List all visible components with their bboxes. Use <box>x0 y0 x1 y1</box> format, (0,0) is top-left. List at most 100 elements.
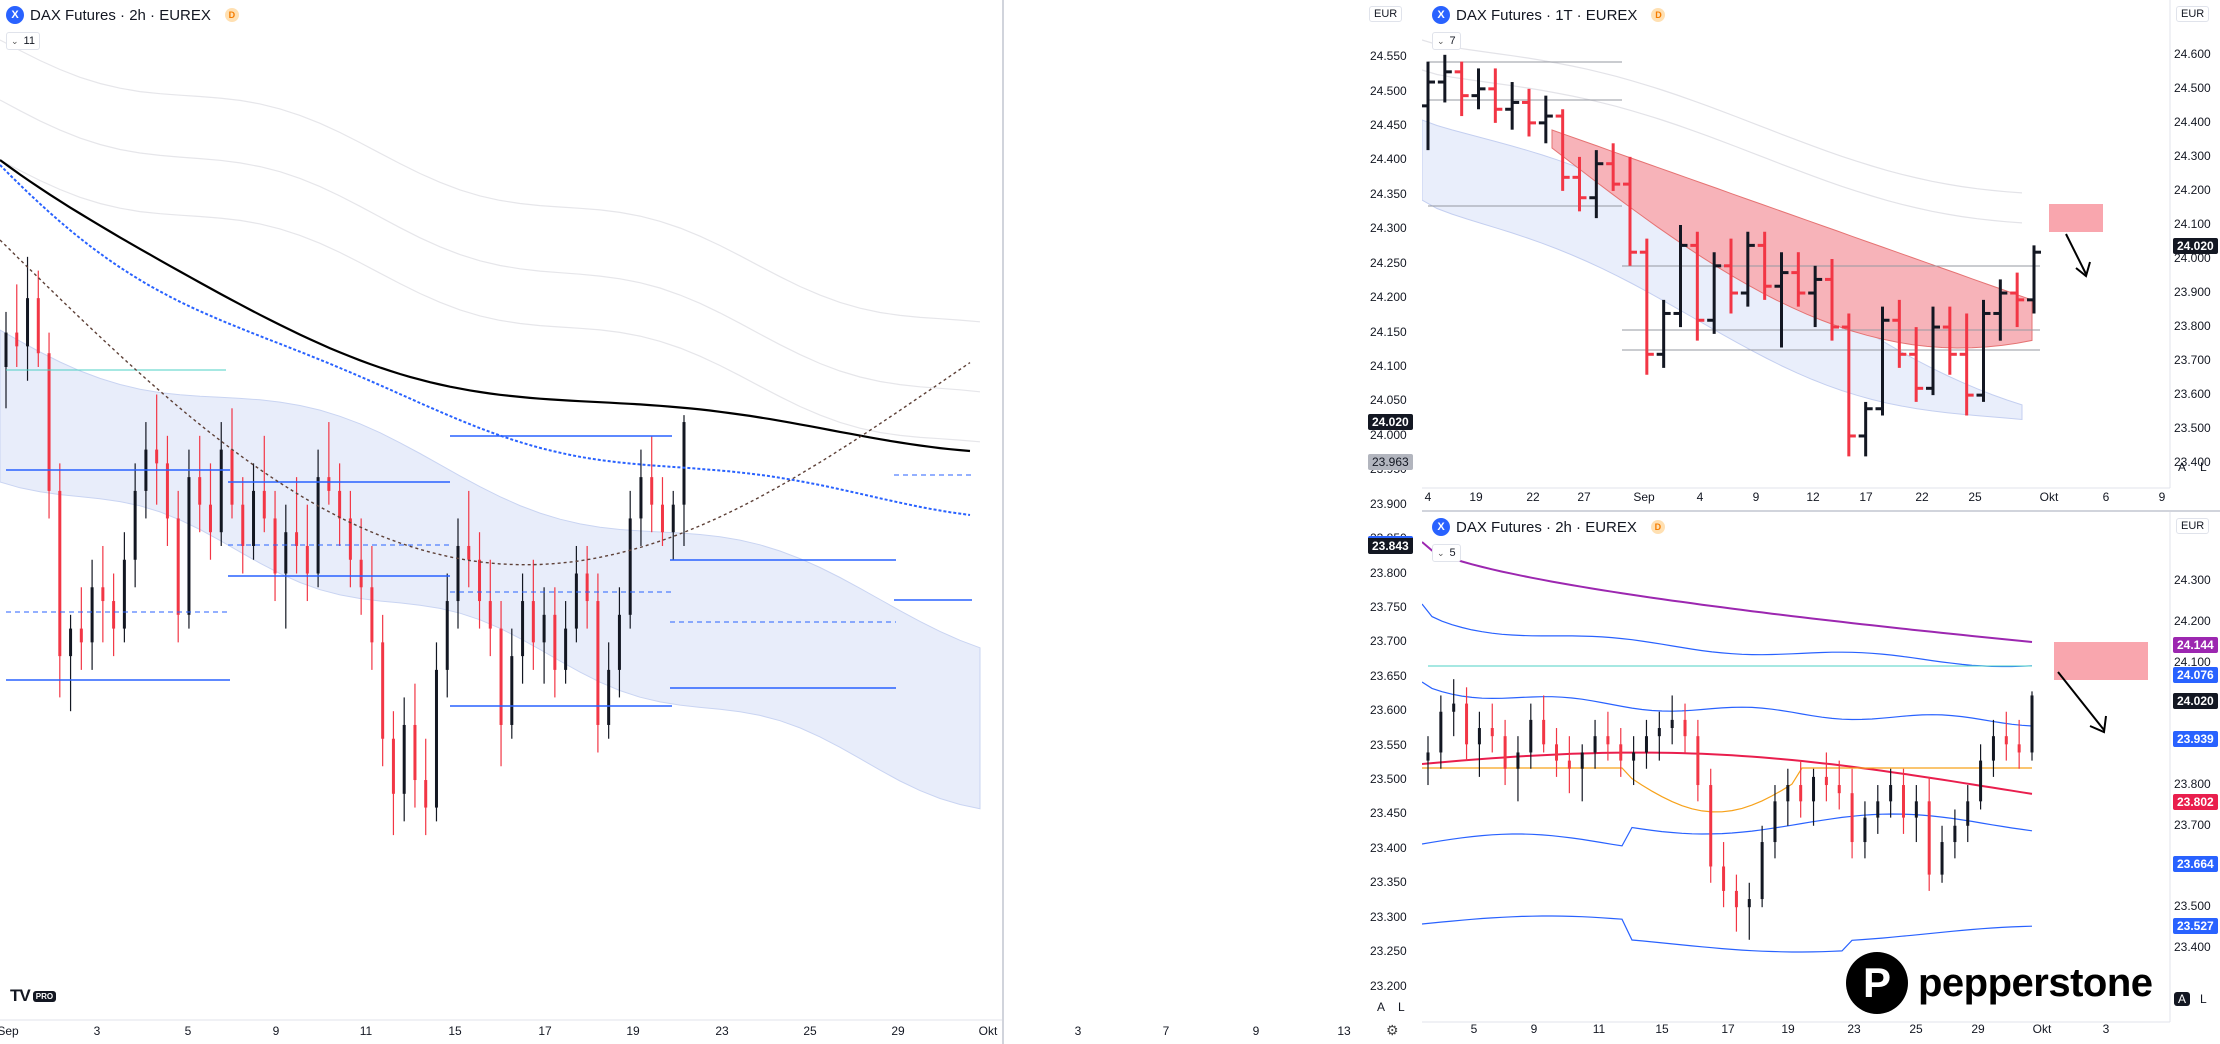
tr-x-tick-label: 9 <box>1752 490 1760 504</box>
left-candle <box>4 332 8 367</box>
left-candle <box>348 518 352 560</box>
br-x-tick-label: 9 <box>1530 1022 1538 1036</box>
br-candle <box>1529 719 1533 753</box>
br-candle <box>1555 744 1559 761</box>
left-candle <box>413 724 417 781</box>
left-candle <box>381 642 385 739</box>
br-y-tick-label: 24.200 <box>2174 614 2211 629</box>
tr-y-tick-label: 24.200 <box>2174 182 2211 197</box>
left-y-tick-label: 24.200 <box>1370 290 1407 305</box>
bottom-right-indicator-count: 5 <box>1449 547 1456 559</box>
left-currency[interactable]: EUR <box>1369 6 1403 22</box>
br-candle <box>1593 736 1597 753</box>
bottom-right-indicators-toggle[interactable]: ⌄ 5 <box>1432 544 1461 562</box>
left-auto-scale-button[interactable]: A <box>1377 1000 1386 1014</box>
tr-x-tick-label: 22 <box>1915 490 1929 504</box>
br-candle <box>1876 801 1880 818</box>
tr-red-band <box>1551 129 2033 349</box>
left-candle <box>359 559 363 588</box>
left-x-tick-label: Okt <box>978 1024 998 1038</box>
br-candle <box>1426 752 1430 761</box>
left-candle <box>79 628 83 643</box>
tv-logo-text: TV <box>10 986 31 1005</box>
br-candle <box>1683 719 1687 737</box>
left-candle <box>574 573 578 629</box>
br-x-tick-label: 25 <box>1909 1022 1923 1036</box>
left-x-tick-label: 25 <box>803 1024 817 1038</box>
br-blue-line-1 <box>1422 603 2033 668</box>
left-candle <box>187 477 191 615</box>
br-candle <box>1734 890 1738 908</box>
tr-x-tick-label: 4 <box>1424 490 1432 504</box>
bottom-right-currency[interactable]: EUR <box>2176 518 2210 534</box>
br-candle <box>1940 842 1944 875</box>
left-candle <box>122 559 126 629</box>
left-brown-dotted-ma <box>0 239 971 566</box>
left-candle <box>682 422 686 505</box>
tr-down-arrowhead <box>2075 261 2091 278</box>
tr-upper-channel-1 <box>1422 39 2023 194</box>
br-x-tick-label: 19 <box>1781 1022 1795 1036</box>
tr-x-tick-label: Okt <box>2039 490 2059 504</box>
pepperstone-mark-icon: P <box>1846 952 1908 1014</box>
bottom-right-tag-blue-3: 23.664 <box>2173 856 2218 872</box>
dividend-badge[interactable]: D <box>1650 520 1665 534</box>
left-x-tick-label: 3 <box>1074 1024 1082 1038</box>
top-right-chart-header[interactable]: X DAX Futures · 1T · EUREX D <box>1432 6 1666 24</box>
bottom-right-chart-canvas[interactable] <box>1422 512 2220 1044</box>
tr-y-tick-label: 23.400 <box>2174 455 2211 470</box>
dividend-badge[interactable]: D <box>1651 8 1666 22</box>
left-y-tick-label: 23.600 <box>1370 703 1407 718</box>
top-right-chart-canvas[interactable] <box>1422 0 2220 510</box>
left-y-tick-label: 23.300 <box>1370 909 1407 924</box>
left-candle <box>467 545 471 560</box>
left-log-scale-button[interactable]: L <box>1398 1000 1405 1014</box>
panel-divider-horizontal[interactable] <box>1422 510 2220 512</box>
dividend-badge[interactable]: D <box>224 8 239 22</box>
left-upper-channel-2 <box>0 99 981 393</box>
left-y-tick-label: 23.250 <box>1370 944 1407 959</box>
left-candle <box>208 504 212 533</box>
br-candle <box>1837 785 1841 794</box>
left-candle <box>112 601 116 629</box>
left-candle <box>424 780 428 808</box>
left-y-tick-label: 23.500 <box>1370 772 1407 787</box>
br-candle <box>1812 776 1816 802</box>
left-indicators-toggle[interactable]: ⌄ 11 <box>6 32 40 50</box>
left-candle <box>391 738 395 794</box>
bottom-right-tag-blue-4: 23.527 <box>2173 918 2218 934</box>
top-right-indicators-toggle[interactable]: ⌄ 7 <box>1432 32 1461 50</box>
left-candle <box>252 490 256 546</box>
br-candle <box>1465 703 1469 745</box>
left-y-tick-label: 23.200 <box>1370 978 1407 993</box>
left-candle <box>262 490 266 519</box>
left-chart-header[interactable]: X DAX Futures · 2h · EUREX D <box>6 6 239 24</box>
top-right-currency[interactable]: EUR <box>2176 6 2210 22</box>
br-candle <box>1567 760 1571 769</box>
left-candle <box>327 477 331 491</box>
left-chart-panel[interactable]: X DAX Futures · 2h · EUREX D ⌄ 11 EUR 24… <box>0 0 1413 1044</box>
br-candle <box>1953 825 1957 843</box>
left-black-ma <box>0 159 971 453</box>
bottom-right-chart-header[interactable]: X DAX Futures · 2h · EUREX D <box>1432 518 1665 536</box>
bottom-right-chart-panel[interactable]: X DAX Futures · 2h · EUREX D ⌄ 5 EUR 24.… <box>1422 512 2220 1044</box>
tr-x-tick-label: 19 <box>1469 490 1483 504</box>
top-right-chart-panel[interactable]: X DAX Futures · 1T · EUREX D ⌄ 7 EUR 24.… <box>1422 0 2220 510</box>
left-settings-gear-icon[interactable]: ⚙ <box>1386 1022 1399 1038</box>
br-candle <box>1580 752 1584 769</box>
left-candle <box>499 628 503 725</box>
left-candle <box>596 601 600 725</box>
bottom-right-log-scale-button[interactable]: L <box>2200 992 2207 1006</box>
top-right-log-scale-button[interactable]: L <box>2200 460 2207 474</box>
left-chart-canvas[interactable] <box>0 0 1002 1044</box>
br-orange-line <box>1422 767 2032 813</box>
panel-divider-vertical[interactable] <box>1002 0 1004 1044</box>
tr-y-tick-label: 23.700 <box>2174 353 2211 368</box>
bottom-right-auto-scale-button[interactable]: A <box>2174 992 2191 1006</box>
left-y-tick-label: 23.800 <box>1370 565 1407 580</box>
left-candle <box>628 518 632 615</box>
top-right-auto-scale-button[interactable]: A <box>2178 460 2187 474</box>
tr-x-tick-label: 25 <box>1968 490 1982 504</box>
br-y-tick-label: 24.100 <box>2174 654 2211 669</box>
bottom-right-chart-title: DAX Futures · 2h · EUREX <box>1456 518 1637 536</box>
